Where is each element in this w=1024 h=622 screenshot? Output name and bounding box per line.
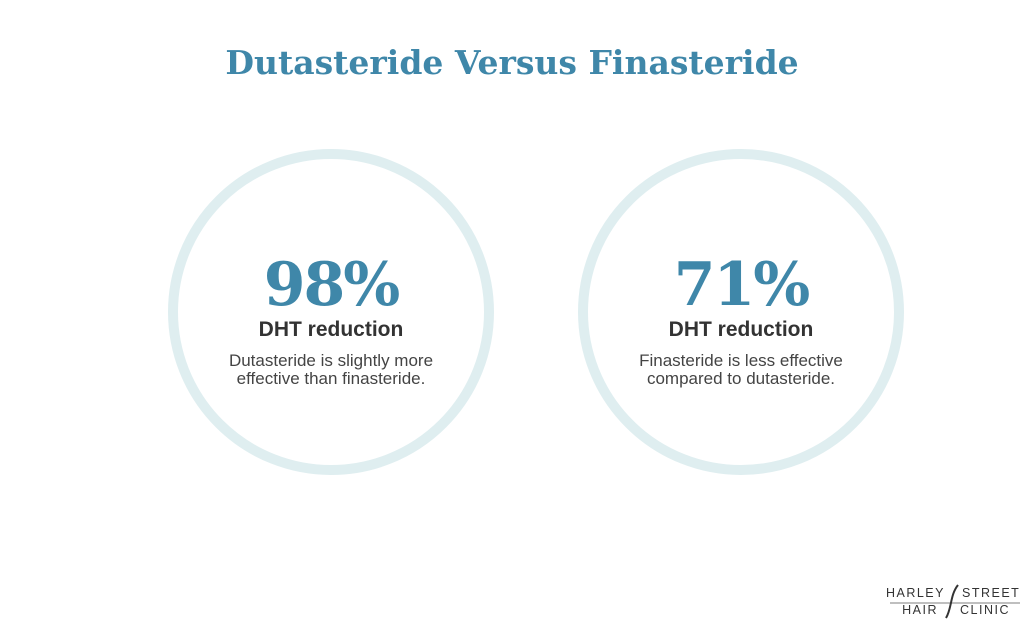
card-description: Dutasteride is slightly more — [229, 351, 433, 370]
card-label: DHT reduction — [669, 318, 814, 341]
logo-word: HAIR — [902, 603, 938, 617]
logo-hair — [945, 584, 959, 619]
card-description: effective than finasteride. — [237, 369, 426, 388]
card-ring — [168, 149, 494, 475]
card-ring — [578, 149, 904, 475]
logo-word: CLINIC — [960, 603, 1010, 617]
title: Dutasteride Versus Finasteride — [225, 43, 798, 82]
logo: HARLEY STREET HAIR CLINIC — [886, 584, 1020, 619]
card-description: Finasteride is less effective — [639, 351, 843, 370]
logo-word: HARLEY — [886, 586, 945, 600]
card-label: DHT reduction — [259, 318, 404, 341]
stat: 71% — [674, 250, 809, 320]
stat: 98% — [264, 250, 399, 320]
card-description: compared to dutasteride. — [647, 369, 835, 388]
logo-word: STREET — [962, 586, 1020, 600]
